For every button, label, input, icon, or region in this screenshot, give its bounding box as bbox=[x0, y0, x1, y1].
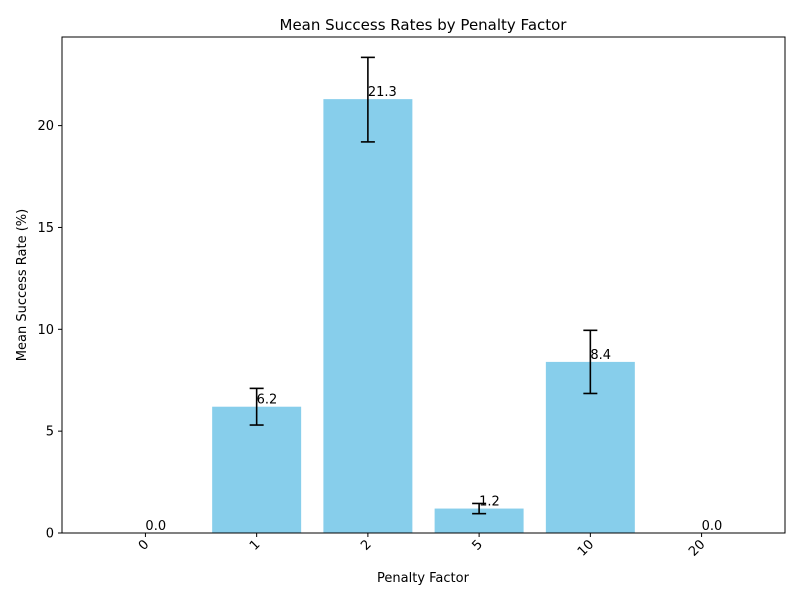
x-tick-label-20: 20 bbox=[686, 537, 708, 559]
value-label-2: 21.3 bbox=[368, 85, 397, 100]
x-axis-label: Penalty Factor bbox=[377, 571, 470, 586]
error-bar-5 bbox=[472, 502, 487, 515]
bar-1 bbox=[212, 406, 302, 533]
value-label-10: 8.4 bbox=[590, 348, 611, 363]
value-label-20: 0.0 bbox=[702, 519, 723, 534]
y-tick-label: 20 bbox=[37, 119, 54, 134]
y-axis-label: Mean Success Rate (%) bbox=[15, 209, 30, 361]
x-tick-label-2: 2 bbox=[358, 537, 374, 553]
error-bar-2 bbox=[360, 56, 375, 143]
bar-2 bbox=[323, 99, 413, 533]
value-label-5: 1.2 bbox=[479, 495, 500, 510]
value-label-1: 6.2 bbox=[257, 393, 278, 408]
chart-title: Mean Success Rates by Penalty Factor bbox=[280, 16, 568, 34]
y-tick-label: 15 bbox=[37, 221, 54, 236]
error-bars-layer bbox=[249, 56, 598, 515]
bars-layer bbox=[212, 99, 635, 533]
x-tick-label-10: 10 bbox=[575, 537, 597, 559]
error-bar-1 bbox=[249, 387, 264, 426]
y-tick-label: 5 bbox=[46, 425, 54, 440]
y-tick-label: 0 bbox=[46, 527, 54, 542]
plot-frame bbox=[61, 36, 786, 534]
x-tick-label-5: 5 bbox=[469, 537, 485, 553]
value-label-0: 0.0 bbox=[145, 519, 166, 534]
x-tick-label-0: 0 bbox=[136, 537, 152, 553]
value-labels-layer: 0.0 6.2 21.3 1.2 8.4 0.0 bbox=[145, 85, 722, 534]
y-tick-label: 10 bbox=[37, 323, 54, 338]
error-bar-10 bbox=[583, 329, 598, 395]
x-tick-label-1: 1 bbox=[247, 537, 263, 553]
